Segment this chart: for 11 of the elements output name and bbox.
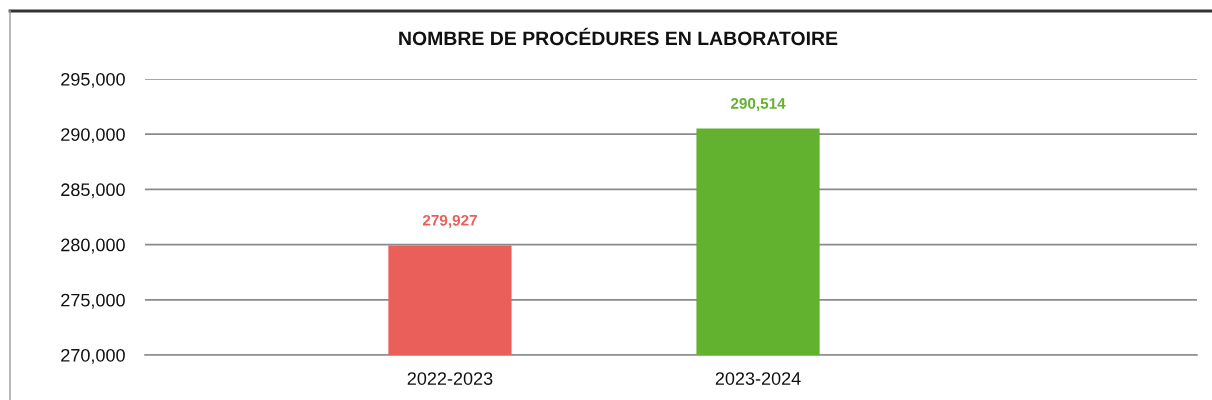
data-label: 290,514 xyxy=(730,98,786,112)
data-label: 279,927 xyxy=(422,214,477,228)
y-tick-label: 280,000 xyxy=(61,238,125,254)
x-tick-label: 2022-2023 xyxy=(407,372,493,385)
chart-title: NOMBRE DE PROCÉDURES EN LABORATOIRE xyxy=(399,27,838,46)
y-tick-label: 285,000 xyxy=(61,183,125,199)
y-tick-label: 290,000 xyxy=(61,128,125,144)
y-tick-label: 275,000 xyxy=(61,293,125,309)
x-tick-label: 2023-2024 xyxy=(715,372,801,385)
y-tick-label: 270,000 xyxy=(61,348,125,364)
y-tick-label: 295,000 xyxy=(61,72,125,88)
